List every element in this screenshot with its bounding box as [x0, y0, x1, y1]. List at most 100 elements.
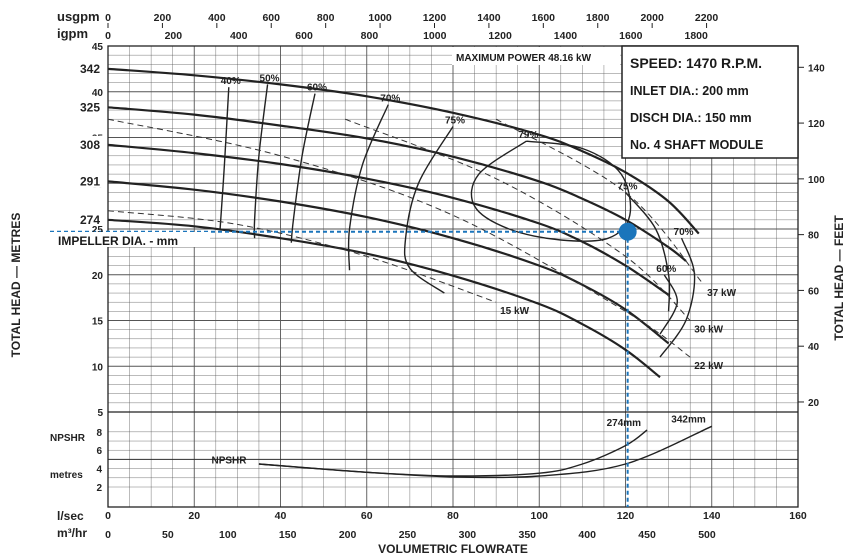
- npshr-axis-top: NPSHR: [50, 433, 86, 444]
- npshr-tick: 8: [96, 428, 102, 439]
- y-left-tick: 40: [92, 88, 104, 99]
- power-line: [107, 118, 691, 358]
- x-lsec-tick: 80: [447, 510, 459, 522]
- x-usgpm-tick: 800: [317, 12, 335, 24]
- x-igpm-tick: 400: [230, 30, 248, 42]
- x-usgpm-tick: 200: [154, 12, 172, 24]
- impeller-dia-label: 291: [80, 174, 100, 188]
- x-m3hr-tick: 200: [339, 529, 357, 541]
- head-curve-342: [107, 67, 700, 235]
- y-right-title: TOTAL HEAD — FEET: [832, 215, 846, 341]
- x-lsec-tick: 100: [530, 510, 548, 522]
- x-igpm-tick: 1000: [423, 30, 447, 42]
- efficiency-contour: [624, 191, 671, 312]
- y-right-tick: 20: [808, 398, 820, 409]
- impeller-dia-label: 308: [80, 138, 100, 152]
- efficiency-label: 75%: [445, 116, 465, 127]
- x-usgpm-tick: 1800: [586, 12, 610, 24]
- module-text: No. 4 SHAFT MODULE: [630, 138, 763, 152]
- x-m3hr-tick: 350: [519, 529, 537, 541]
- x-igpm-tick: 1400: [554, 30, 578, 42]
- x-usgpm-tick: 600: [262, 12, 280, 24]
- npshr-tick: 4: [96, 465, 102, 476]
- igpm-label: igpm: [57, 26, 88, 41]
- npshr-tick: 2: [96, 483, 102, 494]
- efficiency-contour: [219, 87, 230, 230]
- x-m3hr-tick: 100: [219, 529, 237, 541]
- disch-text: DISCH DIA.: 150 mm: [630, 111, 752, 125]
- max-power-text: MAXIMUM POWER 48.16 kW: [456, 53, 592, 64]
- impeller-label-bg: [74, 172, 104, 188]
- plot-frame: [107, 45, 799, 508]
- x-lsec-tick: 20: [188, 510, 200, 522]
- npshr-curve: [258, 425, 713, 479]
- x-igpm-tick: 200: [165, 30, 183, 42]
- y-right-tick: 100: [808, 175, 825, 186]
- npshr-curve-label: 342mm: [671, 414, 706, 425]
- speed-text: SPEED: 1470 R.P.M.: [630, 55, 762, 71]
- x-m3hr-tick: 300: [459, 529, 477, 541]
- x-usgpm-tick: 1200: [423, 12, 447, 24]
- npshr-curve-title: NPSHR: [212, 455, 248, 466]
- y-right-tick: 40: [808, 342, 820, 353]
- x-lsec-tick: 60: [361, 510, 373, 522]
- npshr-axis-bottom: metres: [50, 470, 83, 481]
- efficiency-contour: [470, 140, 632, 242]
- efficiency-contour: [659, 274, 679, 335]
- power-line: [495, 118, 704, 285]
- head-curve-274: [107, 218, 661, 379]
- npshr-curve-label: 274mm: [607, 418, 642, 429]
- x-usgpm-tick: 1600: [532, 12, 556, 24]
- operating-point-marker: [618, 222, 637, 241]
- x-usgpm-tick: 1000: [368, 12, 392, 24]
- efficiency-label: 79%: [518, 130, 538, 141]
- x-igpm-tick: 0: [105, 30, 111, 42]
- efficiency-label: 40%: [221, 76, 241, 87]
- efficiency-label: 50%: [260, 73, 280, 84]
- impeller-label-bg: [74, 98, 104, 114]
- efficiency-label: 75%: [617, 181, 637, 192]
- efficiency-contour: [403, 126, 454, 294]
- x-m3hr-tick: 150: [279, 529, 297, 541]
- y-right-tick: 80: [808, 231, 820, 242]
- x-usgpm-tick: 400: [208, 12, 226, 24]
- impeller-dia-label: 325: [80, 100, 100, 114]
- x-m3hr-tick: 250: [399, 529, 417, 541]
- y-right-tick: 120: [808, 119, 825, 130]
- efficiency-label: 60%: [307, 83, 327, 94]
- power-line: [107, 210, 497, 303]
- chart-texts: 5101520253035404524682040608010012014002…: [74, 12, 825, 541]
- y-left-tick: 15: [92, 317, 104, 328]
- efficiency-label: 70%: [380, 94, 400, 105]
- info-panel: SPEED: 1470 R.P.M. INLET DIA.: 200 mm DI…: [621, 45, 799, 159]
- y-right-tick: 140: [808, 63, 825, 74]
- x-igpm-tick: 1800: [684, 30, 708, 42]
- impeller-label-bg: [74, 135, 104, 151]
- y-left-title: TOTAL HEAD — METRES: [9, 213, 23, 358]
- x-igpm-tick: 600: [295, 30, 313, 42]
- head-curve-325: [107, 106, 687, 262]
- y-left-tick: 45: [92, 42, 104, 53]
- npshr-tick: 6: [96, 446, 102, 457]
- x-lsec-tick: 120: [617, 510, 635, 522]
- head-curve-308: [107, 143, 670, 296]
- x-m3hr-tick: 400: [578, 529, 596, 541]
- x-m3hr-tick: 500: [698, 529, 716, 541]
- power-label: 30 kW: [694, 325, 723, 336]
- x-usgpm-tick: 2200: [695, 12, 719, 24]
- usgpm-label: usgpm: [57, 9, 100, 24]
- impeller-dia-label: 274: [80, 213, 100, 227]
- efficiency-label: 70%: [674, 227, 694, 238]
- efficiency-label: 60%: [656, 264, 676, 275]
- x-m3hr-tick: 450: [638, 529, 656, 541]
- x-usgpm-tick: 2000: [640, 12, 664, 24]
- y-right-tick: 60: [808, 286, 820, 297]
- impeller-label: IMPELLER DIA. - mm: [58, 234, 178, 248]
- chart-curves: [50, 67, 713, 507]
- x-lsec-tick: 160: [789, 510, 807, 522]
- chart-grid: [107, 23, 804, 508]
- power-line: [345, 118, 691, 321]
- x-title: VOLUMETRIC FLOWRATE: [378, 542, 528, 556]
- efficiency-contour: [659, 237, 696, 358]
